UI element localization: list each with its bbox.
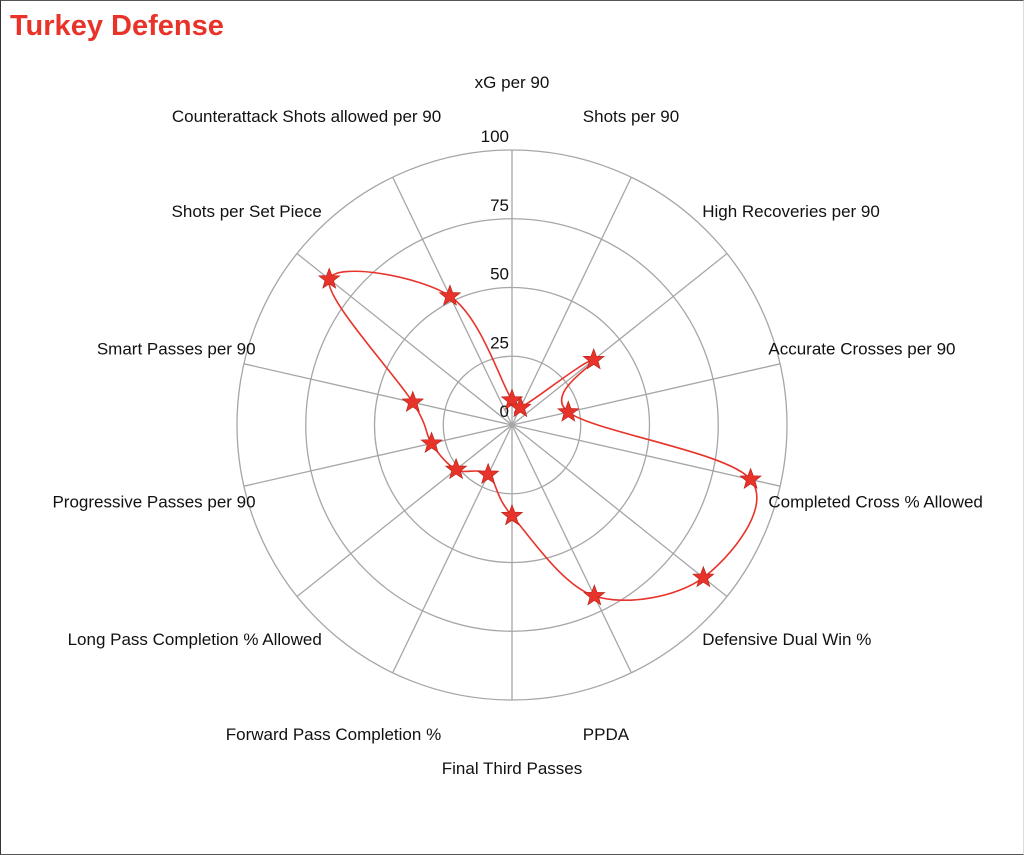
- tick-label: 50: [490, 265, 509, 284]
- axis-label: PPDA: [583, 725, 630, 744]
- data-point-star: [401, 390, 425, 412]
- data-point-star: [420, 431, 443, 453]
- axis-spoke: [511, 363, 781, 426]
- tick-label: 100: [481, 127, 509, 146]
- axis-labels: xG per 90 Shots per 90 High Recoveries per…: [52, 73, 982, 778]
- tick-label: 75: [490, 196, 509, 215]
- tick-label: 0: [500, 402, 509, 421]
- chart-title: Turkey Defense: [10, 10, 224, 42]
- axis-label: Progressive Passes per 90: [52, 492, 255, 511]
- series-line: [328, 270, 758, 602]
- axis-spoke: [511, 176, 632, 426]
- axis-spoke: [511, 424, 728, 597]
- data-point-star: [509, 395, 532, 418]
- axis-label: Final Third Passes: [442, 759, 582, 778]
- data-point-star: [582, 347, 605, 370]
- axis-spoke: [243, 363, 513, 426]
- data-point-star: [583, 584, 606, 606]
- axis-label: Shots per Set Piece: [172, 202, 322, 221]
- axis-label: Smart Passes per 90: [97, 340, 256, 359]
- data-point-star: [317, 267, 341, 289]
- data-point-star: [476, 462, 500, 485]
- axis-label: Accurate Crosses per 90: [768, 340, 955, 359]
- data-point-star: [444, 457, 468, 480]
- axis-label: Forward Pass Completion %: [226, 725, 441, 744]
- axis-spoke: [511, 424, 781, 487]
- axis-label: Counterattack Shots allowed per 90: [172, 107, 441, 126]
- radar-series: [317, 267, 762, 606]
- axis-label: xG per 90: [475, 73, 550, 92]
- axis-spoke: [511, 253, 728, 426]
- axis-spoke: [511, 424, 632, 674]
- axis-label: Shots per 90: [583, 107, 679, 126]
- data-point-star: [739, 467, 762, 490]
- axis-label: Completed Cross % Allowed: [768, 492, 982, 511]
- tick-label: 25: [490, 333, 509, 352]
- radar-spokes: [243, 150, 781, 700]
- axis-label: High Recoveries per 90: [702, 202, 880, 221]
- data-point-star: [500, 503, 524, 526]
- data-point-star: [438, 284, 462, 306]
- axis-spoke: [392, 424, 513, 674]
- radial-tick-labels: 0 25 50 75 100: [481, 127, 509, 421]
- axis-label: Defensive Dual Win %: [702, 630, 871, 649]
- axis-spoke: [296, 424, 513, 597]
- data-point-star: [557, 400, 580, 422]
- axis-spoke: [243, 424, 513, 487]
- axis-label: Long Pass Completion % Allowed: [68, 630, 322, 649]
- data-point-star: [692, 565, 715, 588]
